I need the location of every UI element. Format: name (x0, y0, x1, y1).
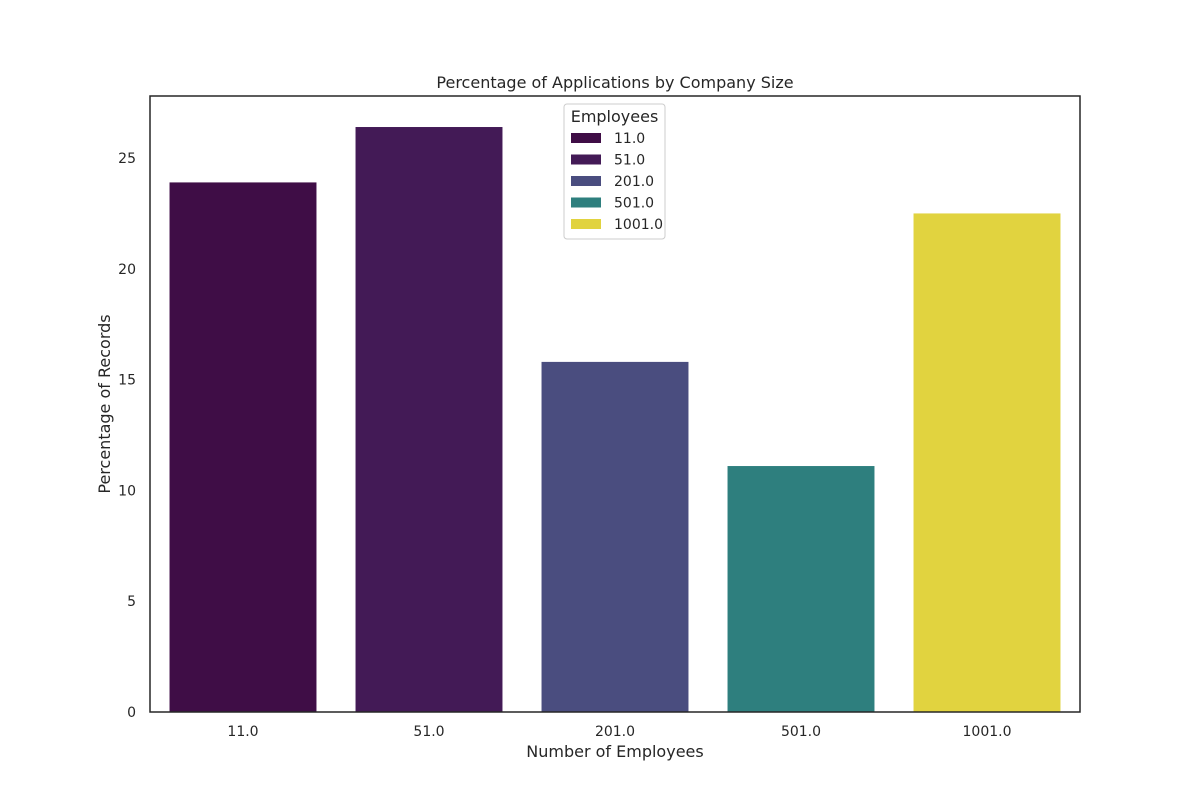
legend-swatch (571, 133, 601, 143)
x-axis-ticks: 11.0 51.0 201.0 501.0 1001.0 (227, 724, 1011, 740)
legend-label: 51.0 (614, 153, 645, 169)
x-tick-label: 201.0 (595, 724, 635, 740)
bars-group (169, 127, 1061, 713)
x-axis-label: Number of Employees (526, 742, 703, 761)
legend-label: 1001.0 (614, 217, 663, 233)
y-tick-label: 15 (118, 373, 136, 389)
x-tick-label: 1001.0 (963, 724, 1012, 740)
y-tick-label: 25 (118, 151, 136, 167)
y-tick-label: 5 (127, 594, 136, 610)
legend-swatch (571, 197, 601, 208)
y-tick-label: 20 (118, 262, 136, 278)
legend-title: Employees (571, 107, 659, 126)
legend-label: 501.0 (614, 196, 654, 212)
legend-swatch (571, 219, 601, 229)
legend: Employees 11.0 51.0 201.0 501.0 1001.0 (563, 103, 666, 240)
bar-11.0 (169, 182, 317, 713)
plot-frame (149, 95, 1081, 713)
legend-label: 11.0 (614, 131, 645, 147)
y-axis-ticks: 0 5 10 15 20 25 (118, 151, 136, 721)
legend-swatch (571, 176, 601, 186)
bar-501.0 (727, 466, 875, 712)
bar-1001.0 (913, 213, 1061, 712)
bar-201.0 (541, 361, 689, 712)
x-tick-label: 11.0 (227, 724, 258, 740)
y-tick-label: 10 (118, 483, 136, 499)
y-axis-label: Percentage of Records (95, 314, 114, 493)
bar-51.0 (355, 127, 503, 712)
legend-entries: 11.0 51.0 201.0 501.0 1001.0 (571, 131, 663, 233)
legend-label: 201.0 (614, 174, 654, 190)
legend-swatch (571, 154, 601, 165)
x-tick-label: 51.0 (413, 724, 444, 740)
x-tick-label: 501.0 (781, 724, 821, 740)
chart-title: Percentage of Applications by Company Si… (436, 73, 793, 92)
y-tick-label: 0 (127, 705, 136, 721)
